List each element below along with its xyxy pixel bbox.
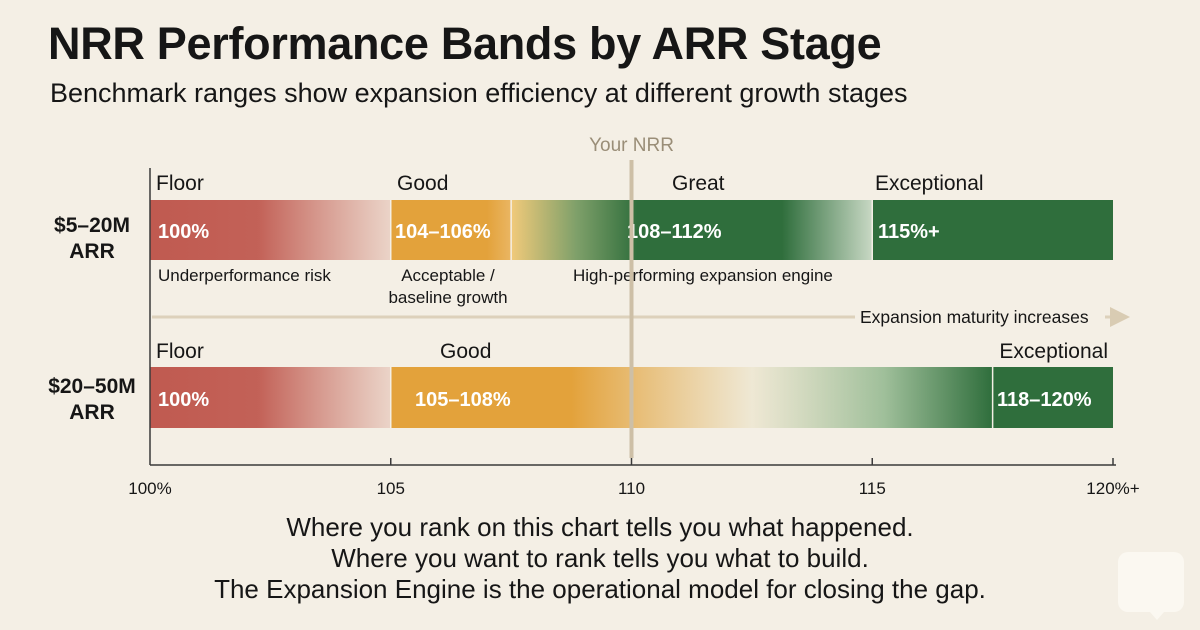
your-nrr-marker-label: Your NRR	[589, 135, 674, 156]
range-label-exceptional: 115%+	[878, 221, 940, 243]
tier-label-2-good: Good	[440, 340, 491, 363]
maturity-arrow-label: Expansion maturity increases	[860, 307, 1089, 327]
band-2-good	[390, 367, 993, 428]
band-2-floor	[150, 367, 391, 428]
band-1-floor	[150, 200, 391, 260]
tier-label-floor: Floor	[156, 172, 204, 195]
range-label-good: 104–106%	[395, 221, 491, 243]
row-label-1-line-2: ARR	[69, 240, 115, 263]
band-1-good	[390, 200, 512, 260]
row-label-1-line-1: $5–20M	[54, 214, 130, 237]
range-label-floor: 100%	[158, 221, 209, 243]
tier-label-2-floor: Floor	[156, 340, 204, 363]
band-1-exceptional	[872, 200, 1113, 260]
footer-line-1: Where you rank on this chart tells you w…	[286, 512, 914, 542]
band-1-great	[511, 200, 873, 260]
x-tick-label-110: 110	[618, 479, 645, 498]
chat-bubble-icon[interactable]	[1118, 552, 1184, 620]
x-tick-label-100: 100%	[128, 479, 171, 498]
range-label-2-exceptional: 118–120%	[997, 389, 1092, 411]
footer-line-3: The Expansion Engine is the operational …	[214, 574, 986, 604]
row-label-2-line-1: $20–50M	[48, 375, 136, 398]
note-underperformance: Underperformance risk	[158, 266, 331, 285]
range-label-great: 108–112%	[627, 221, 722, 243]
range-label-2-floor: 100%	[158, 389, 209, 411]
maturity-arrow-head	[1110, 307, 1130, 327]
tier-label-exceptional: Exceptional	[875, 172, 984, 195]
footer-line-2: Where you want to rank tells you what to…	[331, 543, 869, 573]
band-2-exceptional	[992, 367, 1113, 428]
note-acceptable-line-2: baseline growth	[388, 288, 507, 307]
x-tick-label-115: 115	[859, 479, 886, 498]
footer-text: Where you rank on this chart tells you w…	[0, 512, 1200, 605]
note-acceptable-line-1: Acceptable /	[401, 266, 495, 285]
x-tick-label-105: 105	[377, 479, 405, 498]
row-label-2-line-2: ARR	[69, 401, 115, 424]
tier-label-2-exceptional: Exceptional	[999, 340, 1108, 363]
range-label-2-good: 105–108%	[415, 389, 511, 411]
note-high-performing: High-performing expansion engine	[573, 266, 833, 285]
x-tick-label-120: 120%+	[1086, 479, 1139, 498]
tier-label-good: Good	[397, 172, 448, 195]
chart-subtitle: Benchmark ranges show expansion efficien…	[50, 78, 908, 108]
tier-label-great: Great	[672, 172, 725, 195]
chart-title: NRR Performance Bands by ARR Stage	[48, 18, 882, 69]
